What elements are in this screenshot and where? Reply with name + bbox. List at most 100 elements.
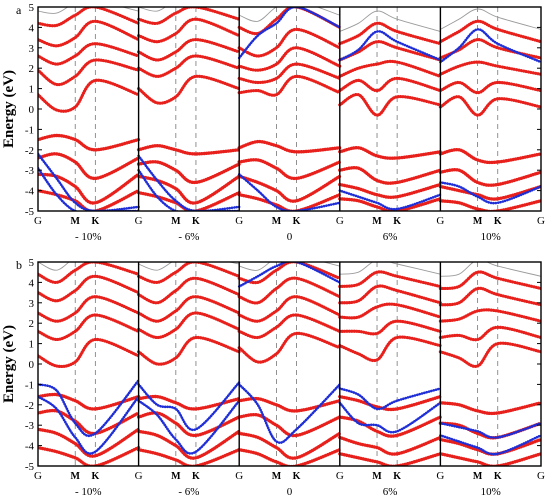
blue-band-core [339,190,441,210]
conduction-band-core [440,342,541,368]
strain-label: - 6% [178,231,199,243]
conduction-band [338,335,442,363]
gray-band [339,10,441,32]
blue-band [338,401,442,434]
kpoint-label: M [272,216,282,227]
blue-band-core [339,30,441,61]
y-tick-label: -2 [25,400,34,412]
conduction-band-core [440,61,541,76]
conduction-band [38,274,141,303]
conduction-band-core [238,314,341,339]
conduction-band-core [138,38,240,61]
kpoint-label: G [34,215,42,227]
valence-band-core [138,430,240,459]
kpoint-label: K [192,216,200,227]
strain-label: 0 [287,486,293,498]
valence-band-core [38,446,139,466]
valence-band-core [138,448,240,466]
conduction-band-core [339,93,441,116]
y-tick-label: -4 [25,441,35,453]
kpoint-label: K [393,216,401,227]
y-tick-label: 3 [29,43,35,55]
blue-band-core [238,173,340,211]
strain-label: - 10% [75,231,102,243]
conduction-band-core [339,77,441,92]
conduction-band-core [38,20,139,47]
gray-band [239,7,340,22]
valence-band-core [440,402,541,415]
valence-band [438,147,541,165]
conduction-band-core [238,332,341,363]
blue-band-core [138,400,240,454]
valence-band [338,452,443,466]
conduction-band-core [138,7,240,25]
conduction-band [338,21,442,46]
valence-band-core [239,448,341,466]
conduction-band [237,313,342,340]
plot-area-a [38,7,541,211]
panel-letter: a [16,3,22,17]
conduction-band-core [239,47,341,71]
conduction-band [338,302,442,320]
valence-band-core [339,183,441,199]
strain-label: - 6% [178,486,199,498]
conduction-band-core [440,81,541,94]
conduction-band [438,341,541,369]
conduction-band [338,92,442,117]
subplot-a-4 [338,7,443,211]
conduction-band [438,286,541,307]
conduction-band-core [38,42,139,65]
blue-band-core [138,382,240,431]
kpoint-label: M [272,471,282,482]
conduction-band-core [339,303,441,319]
kpoint-label: K [293,216,301,227]
valence-band-core [239,432,341,459]
valence-band-core [38,393,139,410]
blue-band-core [238,383,341,444]
conduction-band-core [38,338,139,368]
y-axis-label: Energy (eV) [1,325,17,403]
y-tick-label: 0 [29,359,35,371]
conduction-band [137,311,241,340]
kpoint-label: M [70,471,80,482]
y-tick-label: 1 [29,84,35,96]
plot-frame [37,6,542,212]
kpoint-label: G [34,470,42,482]
conduction-band-core [138,295,240,322]
valence-band-core [339,453,441,466]
y-tick-label: 4 [29,277,35,289]
conduction-band-core [339,271,441,288]
kpoint-label: G [336,470,344,482]
valence-band-core [339,166,441,184]
kpoint-label: M [70,216,80,227]
strain-label: 10% [481,231,501,243]
conduction-band-core [440,326,541,341]
y-tick-label: 3 [29,298,35,310]
subplot-a-5 [438,7,541,211]
valence-band-core [38,153,139,180]
gray-band [239,262,340,271]
blue-band-core [38,396,140,454]
gray-band [440,262,541,277]
conduction-band-core [339,22,441,45]
valence-band-core [138,395,240,410]
conduction-band [237,7,342,36]
kpoint-label: G [336,215,344,227]
valence-band [38,408,141,436]
kpoint-label: K [91,471,99,482]
conduction-band-core [339,60,441,78]
conduction-band-core [38,59,139,86]
valence-band-core [239,159,341,180]
y-tick-label: 4 [29,22,35,34]
y-tick-label: 5 [29,257,35,269]
valence-band-core [339,198,441,211]
conduction-band-core [239,75,341,96]
kpoint-label: G [135,470,143,482]
valence-band-core [138,175,240,204]
panel-a: G M K- 10%G M K- 6%G M K0G M K6%G M K G10%-5-4-3-2-… [1,2,545,243]
blue-band-core [339,402,441,433]
subplot-b-1 [38,262,141,466]
blue-band-core [440,422,541,439]
valence-band-core [38,134,139,151]
